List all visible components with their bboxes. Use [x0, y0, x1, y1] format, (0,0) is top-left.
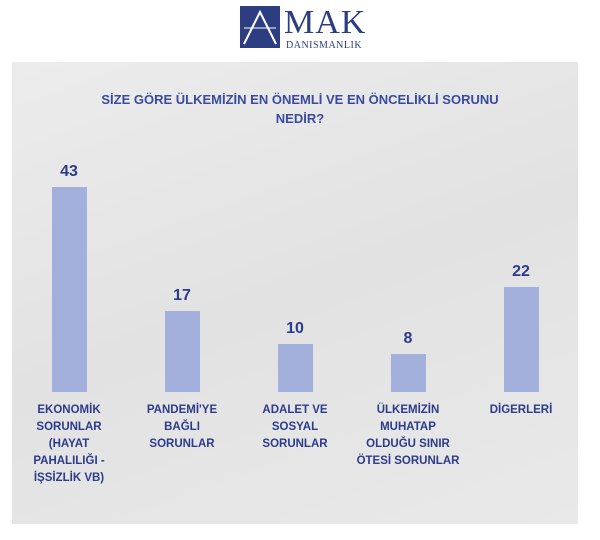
bar	[503, 287, 539, 392]
x-tick-label: DİGERLERİ	[489, 404, 553, 416]
value-label: 8	[403, 329, 413, 347]
x-tick-label: ADALET VE SOSYAL SORUNLAR	[262, 404, 328, 450]
chart-title: SİZE GÖRE ÜLKEMİZİN EN ÖNEMLİ VE EN ÖNCE…	[101, 92, 499, 126]
logo-tagline: DANISMANLIK	[286, 40, 363, 51]
x-tick-label: ÜLKEMİZİN MUHATAP OLDUĞU SINIR ÖTESİ SOR…	[356, 404, 460, 467]
value-label: 22	[512, 263, 530, 281]
logo-icon	[240, 6, 280, 48]
bar	[51, 187, 87, 392]
chart-panel	[12, 62, 578, 524]
logo-graphic	[243, 9, 277, 45]
value-label: 43	[60, 163, 78, 180]
bar	[164, 310, 200, 392]
value-label: 10	[286, 320, 304, 338]
value-label: 17	[173, 286, 191, 304]
logo-name: MAK	[284, 4, 367, 41]
x-tick-label: EKONOMİK SORUNLAR (HAYAT PAHALILIĞI - İŞ…	[33, 404, 105, 484]
x-tick-label: PANDEMİ'YE BAĞLI SORUNLAR	[146, 404, 218, 450]
bar	[277, 344, 313, 392]
bar	[390, 353, 426, 392]
